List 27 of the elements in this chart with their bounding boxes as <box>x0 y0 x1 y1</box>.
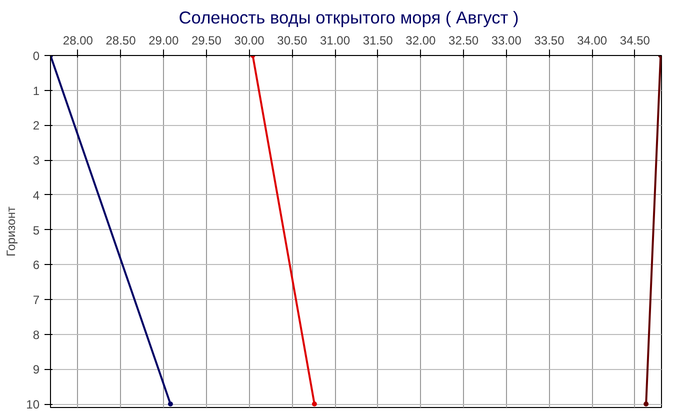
y-tick-label: 2 <box>32 118 40 133</box>
x-tick-label: 29.00 <box>148 34 179 48</box>
x-tick-label: 28.50 <box>106 34 136 48</box>
x-tick-label: 31.50 <box>362 34 394 48</box>
x-tick-label: 33.50 <box>534 34 565 48</box>
x-tick-label: 30.00 <box>234 34 265 48</box>
x-tick-label: 28.00 <box>62 34 94 48</box>
y-tick-label: 4 <box>32 188 40 202</box>
y-tick-label: 6 <box>32 258 40 272</box>
x-tick-label: 29.50 <box>191 34 222 48</box>
y-tick-label: 9 <box>32 362 40 377</box>
x-tick-label: 34.50 <box>620 34 650 48</box>
y-tick-label: 10 <box>26 398 40 412</box>
y-tick-label: 5 <box>32 223 40 238</box>
y-tick-label: 8 <box>32 328 40 342</box>
x-tick-label: 31.00 <box>320 34 350 48</box>
y-tick-label: 3 <box>32 154 40 168</box>
y-tick-label: 0 <box>32 49 40 63</box>
x-tick-label: 30.50 <box>277 34 308 48</box>
y-axis-title: Горизонт <box>4 206 18 256</box>
y-tick-label: 7 <box>32 292 40 307</box>
x-tick-label: 32.50 <box>448 34 479 48</box>
x-tick-label: 34.00 <box>577 34 608 48</box>
x-tick-label: 32.00 <box>406 34 436 48</box>
y-tick-label: 1 <box>32 84 40 98</box>
x-tick-label: 33.00 <box>491 34 522 48</box>
chart-title: Соленость воды открытого моря ( Август ) <box>178 8 519 28</box>
